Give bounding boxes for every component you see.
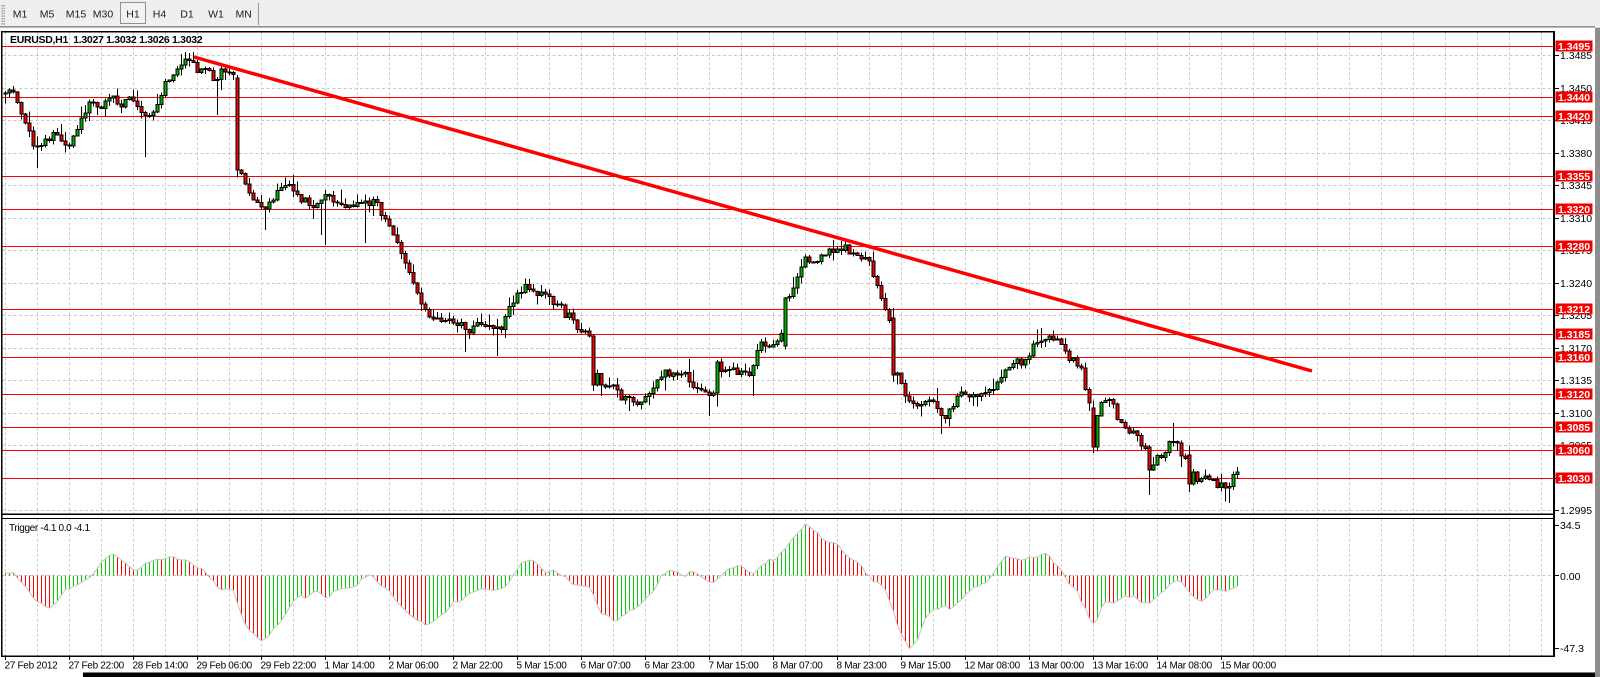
svg-text:1.3160: 1.3160 <box>1558 352 1590 364</box>
svg-text:W1: W1 <box>208 9 224 21</box>
svg-text:0.00: 0.00 <box>1560 571 1581 583</box>
svg-text:8 Mar 07:00: 8 Mar 07:00 <box>773 661 824 672</box>
svg-text:1.3280: 1.3280 <box>1558 241 1590 253</box>
svg-text:14 Mar 08:00: 14 Mar 08:00 <box>1157 661 1213 672</box>
svg-text:9 Mar 15:00: 9 Mar 15:00 <box>901 661 952 672</box>
svg-text:H1: H1 <box>126 9 140 21</box>
svg-text:1.3240: 1.3240 <box>1560 278 1592 290</box>
svg-text:27 Feb 22:00: 27 Feb 22:00 <box>69 661 125 672</box>
svg-text:29 Feb 22:00: 29 Feb 22:00 <box>261 661 317 672</box>
svg-text:29 Feb 06:00: 29 Feb 06:00 <box>197 661 253 672</box>
svg-text:1.3060: 1.3060 <box>1558 445 1590 457</box>
svg-text:1.3212: 1.3212 <box>1558 304 1590 316</box>
svg-text:1.3440: 1.3440 <box>1558 92 1590 104</box>
svg-text:M5: M5 <box>40 9 55 21</box>
svg-text:1.3355: 1.3355 <box>1558 171 1590 183</box>
svg-text:8 Mar 23:00: 8 Mar 23:00 <box>837 661 888 672</box>
svg-text:7 Mar 15:00: 7 Mar 15:00 <box>709 661 760 672</box>
svg-text:1.3185: 1.3185 <box>1558 329 1590 341</box>
svg-text:28 Feb 14:00: 28 Feb 14:00 <box>133 661 189 672</box>
svg-text:M15: M15 <box>66 9 87 21</box>
svg-text:M1: M1 <box>13 9 28 21</box>
svg-text:Trigger -4.1 0.0 -4.1: Trigger -4.1 0.0 -4.1 <box>9 523 90 534</box>
svg-text:EURUSD,H1 1.3027 1.3032 1.302: EURUSD,H1 1.3027 1.3032 1.3026 1.3032 <box>10 34 203 46</box>
svg-text:1.3345: 1.3345 <box>1560 180 1592 192</box>
svg-text:2 Mar 22:00: 2 Mar 22:00 <box>453 661 504 672</box>
svg-text:D1: D1 <box>180 9 194 21</box>
svg-text:12 Mar 08:00: 12 Mar 08:00 <box>965 661 1021 672</box>
svg-text:1.3120: 1.3120 <box>1558 389 1590 401</box>
svg-text:1.3380: 1.3380 <box>1560 148 1592 160</box>
svg-text:1.2995: 1.2995 <box>1560 505 1592 517</box>
svg-text:13 Mar 16:00: 13 Mar 16:00 <box>1093 661 1149 672</box>
svg-text:6 Mar 07:00: 6 Mar 07:00 <box>581 661 632 672</box>
svg-text:1 Mar 14:00: 1 Mar 14:00 <box>325 661 376 672</box>
svg-text:34.5: 34.5 <box>1560 520 1581 532</box>
svg-text:H4: H4 <box>153 9 167 21</box>
svg-text:6 Mar 23:00: 6 Mar 23:00 <box>645 661 696 672</box>
svg-text:MN: MN <box>236 9 252 21</box>
svg-text:1.3420: 1.3420 <box>1558 111 1590 123</box>
svg-text:13 Mar 00:00: 13 Mar 00:00 <box>1029 661 1085 672</box>
svg-text:-47.3: -47.3 <box>1560 643 1584 655</box>
svg-text:1.3100: 1.3100 <box>1560 408 1592 420</box>
svg-text:1.3320: 1.3320 <box>1558 204 1590 216</box>
svg-text:27 Feb 2012: 27 Feb 2012 <box>5 661 59 672</box>
svg-text:1.3495: 1.3495 <box>1558 41 1590 53</box>
svg-text:M30: M30 <box>93 9 114 21</box>
svg-text:5 Mar 15:00: 5 Mar 15:00 <box>517 661 568 672</box>
svg-text:1.3085: 1.3085 <box>1558 422 1590 434</box>
svg-text:1.3310: 1.3310 <box>1560 213 1592 225</box>
svg-text:2 Mar 06:00: 2 Mar 06:00 <box>389 661 440 672</box>
svg-text:1.3030: 1.3030 <box>1558 473 1590 485</box>
svg-text:1.3135: 1.3135 <box>1560 375 1592 387</box>
svg-text:15 Mar 00:00: 15 Mar 00:00 <box>1221 661 1277 672</box>
svg-text:1.3485: 1.3485 <box>1560 50 1592 62</box>
